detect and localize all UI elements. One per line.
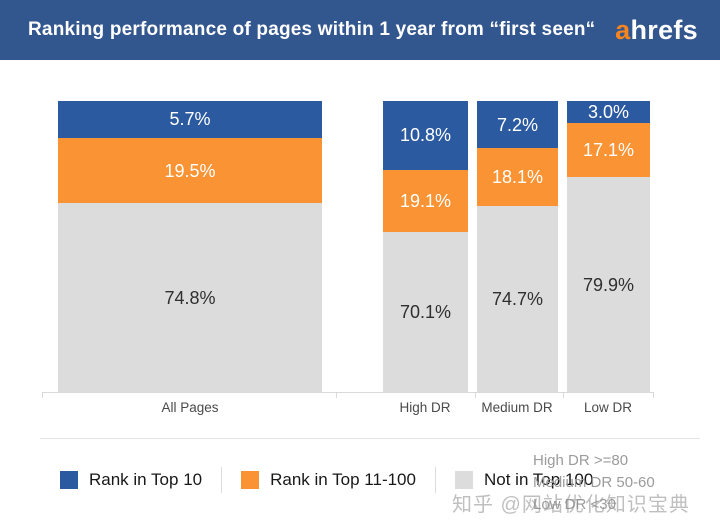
bar-all-pages: 5.7% 19.5% 74.8% <box>58 101 322 392</box>
legend-label: Rank in Top 11-100 <box>270 470 416 489</box>
x-axis-tick <box>653 392 654 398</box>
bar-segment: 19.1% <box>383 169 468 233</box>
bar-segment: 17.1% <box>567 122 650 178</box>
note-medium-dr: Medium DR 50-60 <box>533 474 655 491</box>
x-axis-tick <box>563 392 564 398</box>
legend-separator <box>434 467 436 493</box>
ahrefs-logo-rest: hrefs <box>630 14 698 45</box>
bar-segment: 74.7% <box>477 206 558 392</box>
segment-value-label: 7.2% <box>496 114 539 135</box>
segment-value-label: 10.8% <box>399 125 452 146</box>
bar-low-dr: 3.0% 17.1% 79.9% <box>567 101 650 392</box>
watermark: 知乎 @网站优化知识宝典 <box>452 494 690 516</box>
note-high-dr: High DR >=80 <box>533 452 629 469</box>
category-label: High DR <box>399 400 451 415</box>
legend-divider-line <box>40 438 700 439</box>
bar-segment: 19.5% <box>58 137 322 204</box>
legend-label: Rank in Top 10 <box>89 470 203 489</box>
legend-swatch <box>241 471 260 489</box>
ahrefs-logo: ahrefs <box>615 14 698 45</box>
dr-definition-notes: High DR >=80 Medium DR 50-60 Low DR <30 <box>533 450 655 516</box>
x-axis-tick <box>475 392 476 398</box>
note-low-dr: Low DR <30 <box>533 496 616 513</box>
ahrefs-logo-a: a <box>615 14 631 45</box>
segment-value-label: 18.1% <box>491 167 544 188</box>
legend-item: Rank in Top 11-100 <box>241 470 416 490</box>
segment-value-label: 79.9% <box>582 274 635 295</box>
bar-segment: 7.2% <box>477 101 558 149</box>
x-axis-line <box>42 392 653 393</box>
category-label: Medium DR <box>481 400 553 415</box>
segment-value-label: 3.0% <box>587 101 630 122</box>
x-axis-tick <box>336 392 337 398</box>
legend-label: Not in Top 100 <box>483 470 594 489</box>
segment-value-label: 74.7% <box>491 289 544 309</box>
bar-segment: 18.1% <box>477 148 558 207</box>
segment-value-label: 5.7% <box>169 109 211 130</box>
legend: Rank in Top 10 Rank in Top 11-100 Not in T… <box>60 466 593 494</box>
category-label: Low DR <box>583 400 632 415</box>
segment-value-label: 17.1% <box>582 140 635 161</box>
x-axis-tick <box>42 392 43 398</box>
segment-value-label: 74.8% <box>164 287 216 308</box>
header: Ranking performance of pages within 1 ye… <box>0 0 720 60</box>
category-label: All Pages <box>161 400 219 415</box>
segment-value-label: 19.5% <box>164 160 216 181</box>
bar-segment: 74.8% <box>58 203 322 392</box>
bar-high-dr: 10.8% 19.1% 70.1% <box>383 101 468 392</box>
page-title: Ranking performance of pages within 1 ye… <box>28 19 596 40</box>
legend-item: Not in Top 100 <box>454 470 594 490</box>
bar-segment: 5.7% <box>58 101 322 138</box>
stacked-bar-chart: 5.7% 19.5% 74.8% All Pages 10.8% 19.1% 70.1% Hi… <box>0 60 720 440</box>
bar-segment: 3.0% <box>567 101 650 123</box>
bar-segment: 79.9% <box>567 177 650 392</box>
segment-value-label: 19.1% <box>399 191 452 212</box>
legend-item: Rank in Top 10 <box>60 470 202 490</box>
bar-medium-dr: 7.2% 18.1% 74.7% <box>477 101 558 392</box>
legend-swatch <box>60 471 78 489</box>
bar-segment: 10.8% <box>383 101 468 170</box>
segment-value-label: 70.1% <box>399 302 452 323</box>
legend-swatch <box>454 471 473 489</box>
bar-segment: 70.1% <box>383 232 468 392</box>
legend-separator <box>221 467 223 493</box>
